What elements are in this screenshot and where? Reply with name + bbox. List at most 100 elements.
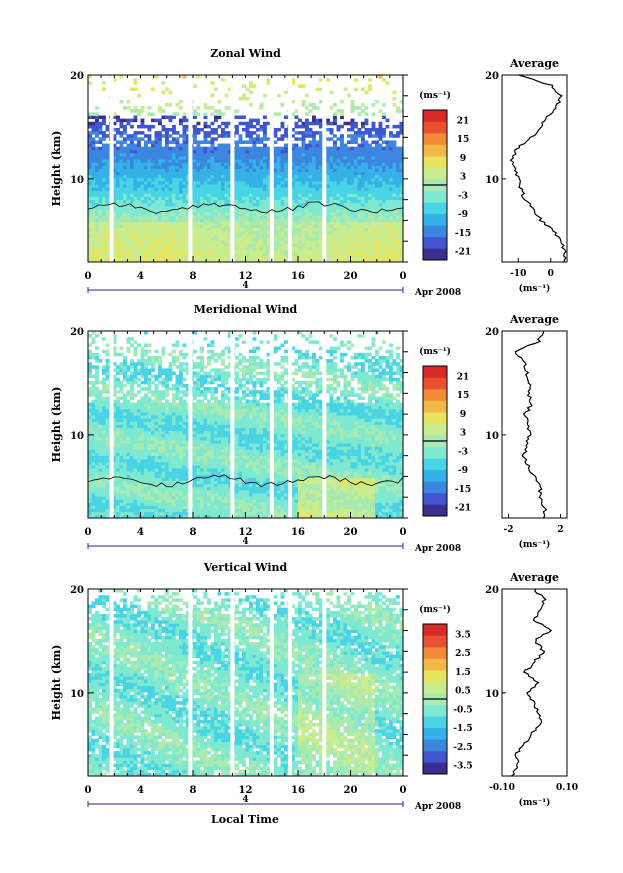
heatmap-cell [368, 84, 372, 88]
heatmap-cell [354, 156, 358, 160]
y-axis-label: Height (km) [50, 131, 63, 207]
heatmap-cell [228, 199, 232, 204]
heatmap-cell [329, 230, 334, 235]
heatmap-cell [102, 337, 106, 341]
heatmap-cell [357, 134, 362, 138]
heatmap-cell [340, 199, 344, 204]
heatmap-cell [116, 199, 120, 204]
heatmap-cell [256, 237, 260, 241]
heatmap-cell [105, 349, 110, 354]
heatmap-cell [182, 127, 187, 132]
heatmap-cell [88, 387, 92, 391]
heatmap-cell [354, 162, 358, 166]
heatmap-cell [119, 174, 124, 179]
heatmap-cell [280, 224, 285, 229]
heatmap-cell [98, 455, 103, 460]
heatmap-cell [284, 115, 288, 120]
heatmap-cell [130, 362, 134, 366]
heatmap-cell [126, 511, 131, 516]
heatmap-cell [263, 165, 267, 169]
heatmap-cell [263, 218, 267, 222]
heatmap-cell [116, 424, 120, 429]
heatmap-cell [193, 174, 197, 179]
heatmap-cell [364, 159, 369, 163]
heatmap-cell [196, 252, 201, 257]
heatmap-cell [179, 174, 183, 179]
heatmap-cell [102, 477, 106, 481]
heatmap-cell [399, 162, 404, 166]
heatmap-cell [350, 258, 355, 263]
heatmap-cell [165, 255, 169, 260]
heatmap-cell [378, 199, 383, 204]
heatmap-cell [301, 162, 306, 166]
heatmap-cell [133, 118, 138, 123]
heatmap-cell [308, 134, 313, 138]
heatmap-cell [98, 421, 103, 425]
heatmap-cell [263, 168, 267, 173]
heatmap-cell [361, 230, 365, 235]
heatmap-cell [126, 468, 131, 472]
heatmap-cell [133, 496, 138, 500]
heatmap-cell [207, 140, 211, 144]
heatmap-cell [277, 209, 281, 213]
heatmap-cell [91, 452, 96, 457]
heatmap-cell [291, 224, 295, 229]
heatmap-cell [137, 362, 141, 366]
heatmap-cell [193, 184, 197, 188]
heatmap-cell [147, 412, 152, 416]
heatmap-cell [364, 243, 369, 247]
heatmap-cell [144, 377, 148, 382]
heatmap-cell [133, 346, 138, 351]
heatmap-cell [207, 134, 211, 138]
heatmap-cell [186, 230, 190, 235]
heatmap-cell [137, 193, 141, 197]
heatmap-cell [98, 233, 103, 238]
heatmap-cell [119, 465, 124, 469]
heatmap-cell [259, 146, 264, 151]
heatmap-cell [95, 218, 99, 222]
heatmap-cell [165, 159, 169, 163]
heatmap-cell [364, 221, 369, 225]
heatmap-cell [238, 246, 243, 250]
heatmap-cell [364, 255, 369, 260]
heatmap-cell [182, 212, 187, 216]
heatmap-cell [126, 368, 131, 372]
heatmap-cell [235, 224, 239, 229]
heatmap-cell [357, 127, 362, 132]
heatmap-cell [228, 258, 232, 263]
heatmap-cell [119, 221, 124, 225]
heatmap-cell [140, 455, 145, 460]
heatmap-cell [182, 199, 187, 204]
heatmap-cell [343, 180, 348, 185]
heatmap-cell [256, 243, 260, 247]
heatmap-cell [203, 233, 208, 238]
heatmap-cell [140, 371, 145, 376]
heatmap-cell [172, 233, 176, 238]
heatmap-cell [368, 237, 372, 241]
heatmap-cell [238, 255, 243, 260]
heatmap-cell [119, 118, 124, 123]
heatmap-cell [319, 246, 323, 250]
heatmap-cell [252, 149, 257, 154]
heatmap-cell [119, 408, 124, 413]
heatmap-cell [105, 352, 110, 357]
heatmap-cell [102, 215, 106, 219]
heatmap-cell [95, 221, 99, 225]
heatmap-cell [280, 218, 285, 222]
heatmap-cell [112, 505, 117, 510]
heatmap-cell [336, 159, 341, 163]
heatmap-cell [210, 156, 215, 160]
heatmap-cell [368, 174, 372, 179]
heatmap-cell [179, 165, 183, 169]
heatmap-cell [186, 162, 190, 166]
heatmap-cell [298, 184, 302, 188]
heatmap-cell [308, 187, 313, 191]
heatmap-cell [98, 237, 103, 241]
heatmap-cell [91, 458, 96, 463]
heatmap-cell [315, 209, 320, 213]
heatmap-cell [140, 109, 145, 113]
heatmap-cell [259, 168, 264, 173]
heatmap-cell [137, 233, 141, 238]
heatmap-cell [385, 202, 390, 207]
heatmap-cell [298, 146, 302, 151]
